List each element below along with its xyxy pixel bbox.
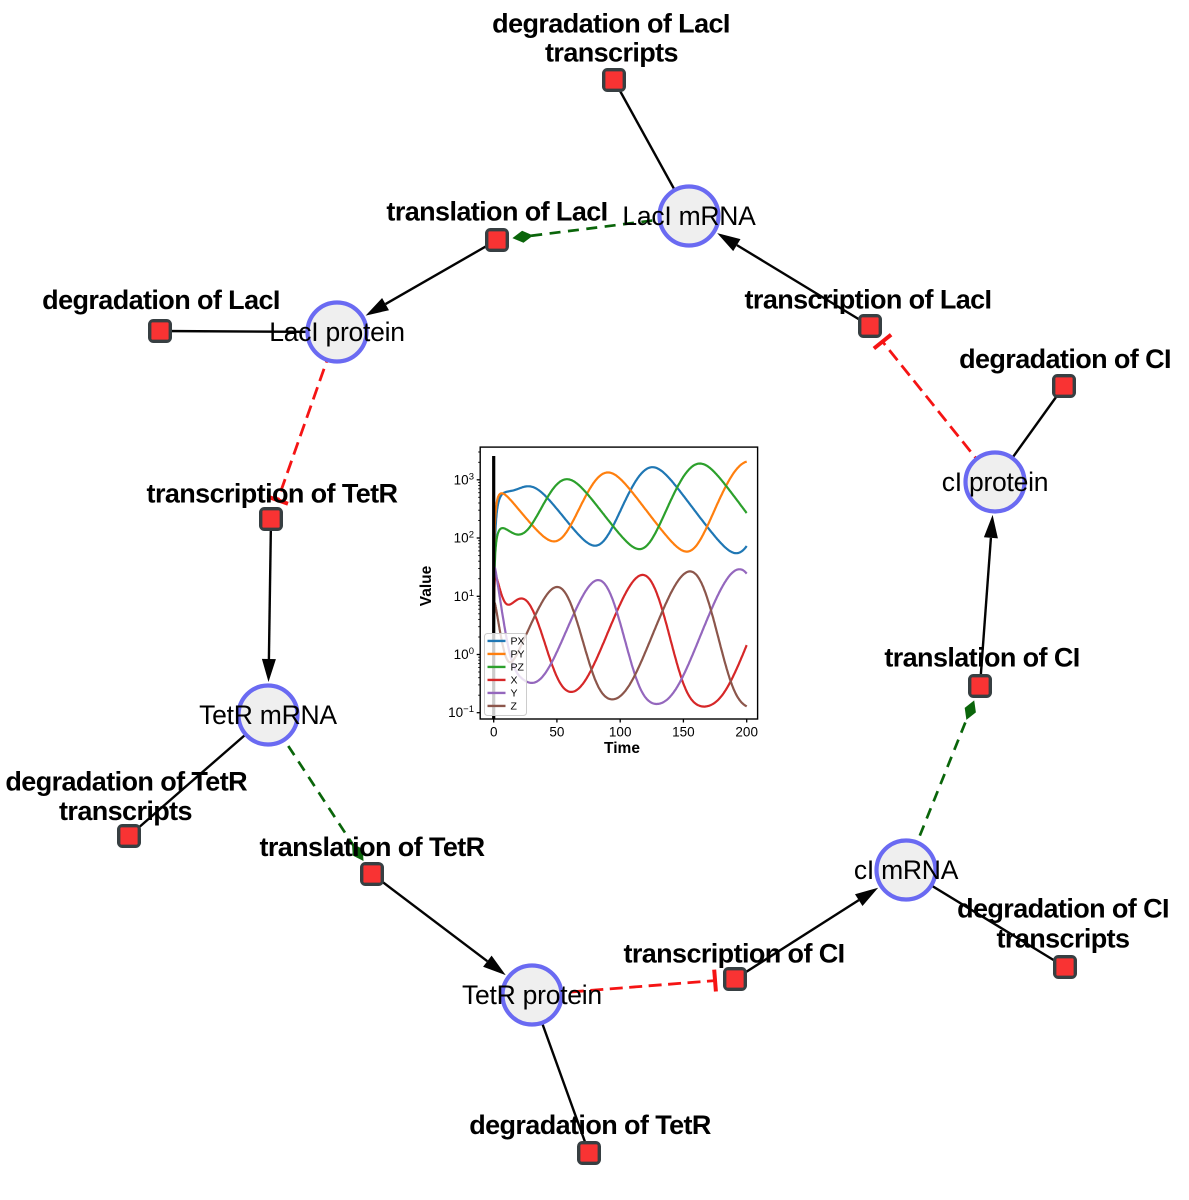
svg-text:PX: PX (511, 636, 525, 648)
svg-text:degradation of TetR: degradation of TetR (469, 1110, 711, 1140)
svg-text:degradation of TetR: degradation of TetR (5, 767, 247, 797)
svg-text:Time: Time (604, 740, 640, 757)
svg-text:Y: Y (511, 688, 518, 700)
svg-text:transcription of TetR: transcription of TetR (147, 478, 398, 508)
svg-text:degradation of LacI: degradation of LacI (492, 9, 730, 39)
svg-text:Value: Value (418, 565, 435, 606)
svg-text:transcription of LacI: transcription of LacI (745, 284, 992, 314)
svg-text:150: 150 (672, 725, 695, 740)
svg-text:degradation of CI: degradation of CI (957, 894, 1169, 924)
svg-text:50: 50 (549, 725, 564, 740)
svg-text:translation of LacI: translation of LacI (386, 196, 607, 226)
svg-text:transcription of CI: transcription of CI (623, 939, 844, 969)
svg-text:cI protein: cI protein (942, 467, 1049, 497)
svg-text:PY: PY (511, 649, 525, 661)
svg-text:0: 0 (490, 725, 498, 740)
svg-text:PZ: PZ (511, 662, 525, 674)
svg-text:transcripts: transcripts (59, 796, 192, 826)
svg-text:Z: Z (511, 701, 518, 713)
svg-text:100: 100 (609, 725, 632, 740)
svg-text:transcripts: transcripts (545, 38, 678, 68)
svg-text:TetR mRNA: TetR mRNA (199, 700, 337, 730)
svg-text:TetR protein: TetR protein (462, 980, 602, 1010)
svg-text:LacI mRNA: LacI mRNA (622, 201, 756, 231)
svg-text:transcripts: transcripts (997, 924, 1130, 954)
svg-text:X: X (511, 675, 518, 687)
svg-text:translation of TetR: translation of TetR (259, 832, 484, 862)
svg-text:LacI protein: LacI protein (269, 317, 404, 347)
svg-text:translation of CI: translation of CI (884, 642, 1079, 672)
svg-text:cI mRNA: cI mRNA (854, 855, 959, 885)
svg-text:degradation of CI: degradation of CI (959, 344, 1171, 374)
svg-text:degradation of LacI: degradation of LacI (42, 285, 280, 315)
svg-text:200: 200 (735, 725, 758, 740)
